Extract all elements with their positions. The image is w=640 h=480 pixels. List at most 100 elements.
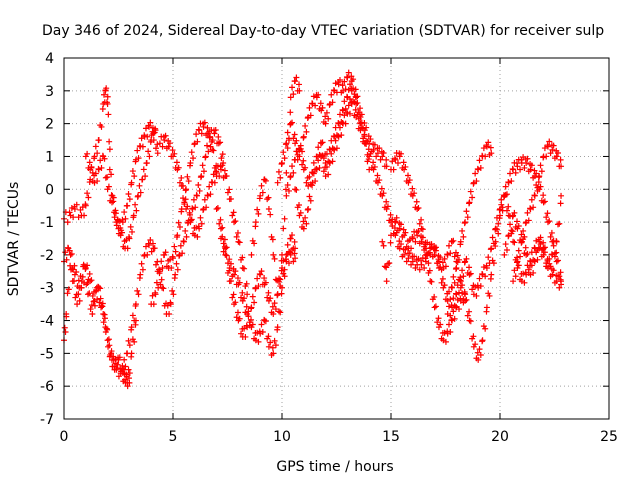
- data-point: [67, 251, 74, 258]
- data-point: [502, 183, 509, 190]
- data-point: [317, 100, 324, 107]
- data-point: [361, 140, 368, 147]
- data-point: [140, 166, 147, 173]
- data-point: [338, 132, 345, 139]
- data-point: [505, 203, 512, 210]
- data-point: [103, 85, 110, 92]
- data-point: [488, 245, 495, 252]
- data-point: [424, 252, 431, 259]
- data-point: [514, 225, 521, 232]
- data-point: [200, 168, 207, 175]
- data-point: [207, 191, 214, 198]
- data-point: [345, 102, 352, 109]
- data-point: [162, 132, 169, 139]
- data-point: [287, 120, 294, 127]
- data-point: [332, 80, 339, 87]
- data-point: [150, 137, 157, 144]
- data-point: [473, 178, 480, 185]
- data-point: [541, 198, 548, 205]
- data-point: [257, 192, 264, 199]
- data-point: [550, 242, 557, 249]
- data-point: [130, 212, 137, 219]
- data-point: [196, 127, 203, 134]
- data-point: [307, 112, 314, 119]
- data-point: [70, 214, 77, 221]
- data-point: [142, 125, 149, 132]
- data-point: [374, 172, 381, 179]
- data-point: [177, 242, 184, 249]
- data-point: [229, 294, 236, 301]
- data-point: [460, 233, 467, 240]
- data-point: [401, 232, 408, 239]
- data-point: [207, 133, 214, 140]
- data-point: [166, 256, 173, 263]
- data-point: [546, 255, 553, 262]
- data-point: [551, 250, 558, 257]
- data-point: [418, 225, 425, 232]
- data-point: [193, 192, 200, 199]
- data-point: [62, 329, 69, 336]
- data-point: [234, 229, 241, 236]
- data-point: [201, 119, 208, 126]
- data-point: [236, 239, 243, 246]
- data-point: [409, 258, 416, 265]
- data-point: [544, 219, 551, 226]
- data-point: [287, 235, 294, 242]
- data-point: [454, 282, 461, 289]
- data-point: [475, 356, 482, 363]
- data-point: [108, 171, 115, 178]
- data-point: [104, 174, 111, 181]
- data-point: [285, 187, 292, 194]
- data-point: [236, 315, 243, 322]
- data-point: [249, 237, 256, 244]
- data-point: [100, 319, 107, 326]
- data-point: [300, 157, 307, 164]
- data-point: [259, 189, 266, 196]
- data-point: [98, 123, 105, 130]
- data-point: [183, 186, 190, 193]
- data-point: [82, 153, 89, 160]
- data-point: [524, 250, 531, 257]
- data-point: [473, 292, 480, 299]
- data-point: [469, 286, 476, 293]
- data-point: [553, 238, 560, 245]
- data-point: [466, 317, 473, 324]
- data-point: [110, 198, 117, 205]
- data-point: [134, 147, 141, 154]
- data-point: [310, 159, 317, 166]
- data-point: [306, 193, 313, 200]
- data-point: [553, 153, 560, 160]
- data-point: [75, 291, 82, 298]
- data-point: [133, 207, 140, 214]
- data-point: [284, 129, 291, 136]
- data-point: [227, 278, 234, 284]
- data-point: [480, 323, 487, 330]
- data-point: [283, 169, 290, 176]
- data-point: [277, 174, 284, 181]
- data-point: [435, 315, 442, 322]
- data-point: [156, 268, 163, 275]
- data-point: [146, 153, 153, 160]
- data-point: [514, 258, 521, 265]
- data-point: [154, 141, 161, 148]
- data-point: [374, 179, 381, 186]
- data-point: [422, 251, 429, 258]
- data-point: [505, 232, 512, 239]
- data-point: [76, 297, 83, 304]
- data-point: [269, 303, 276, 310]
- data-point: [148, 248, 155, 255]
- data-point: [275, 168, 282, 175]
- data-point: [510, 166, 517, 173]
- data-point: [104, 326, 111, 333]
- data-point: [194, 138, 201, 145]
- data-point: [157, 281, 164, 288]
- data-point: [166, 140, 173, 147]
- data-point: [463, 296, 470, 303]
- data-point: [441, 329, 448, 336]
- data-point: [380, 150, 387, 157]
- data-point: [477, 352, 484, 359]
- data-point: [97, 285, 104, 292]
- data-point: [213, 169, 220, 176]
- data-point: [220, 248, 227, 255]
